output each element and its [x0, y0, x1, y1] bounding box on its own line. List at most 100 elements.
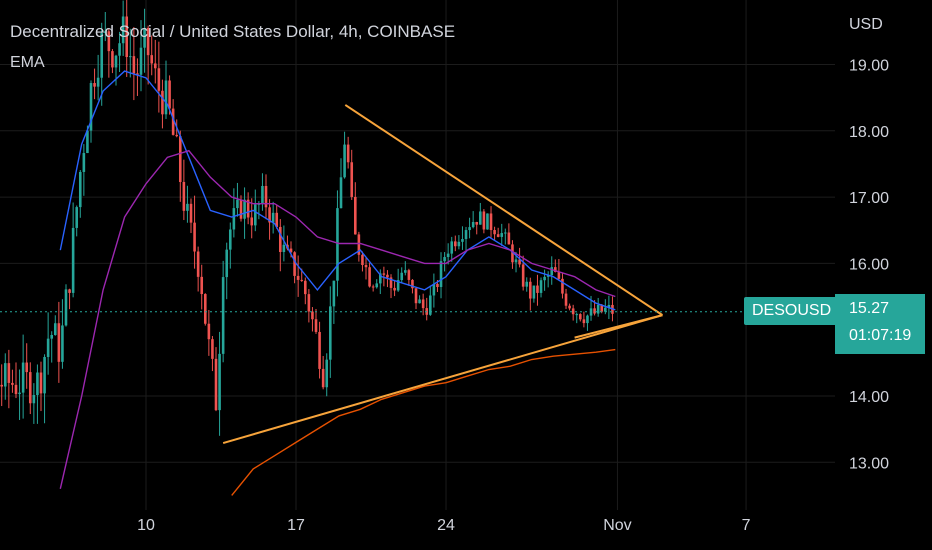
candle-body — [196, 251, 200, 277]
candle-body — [507, 232, 511, 245]
chart-title: Decentralized Social / United States Dol… — [10, 22, 456, 41]
candle-body — [450, 241, 454, 254]
trendline-support-upper — [574, 314, 663, 339]
candle-body — [32, 395, 36, 404]
candle-body — [261, 185, 264, 204]
price-tick-label: 14.00 — [849, 389, 889, 406]
candle-body — [353, 196, 357, 235]
candle-body — [236, 199, 239, 209]
candle-body — [575, 314, 579, 316]
time-tick-label: 24 — [437, 517, 455, 534]
candle-body — [14, 384, 18, 395]
candle-body — [139, 47, 143, 75]
last-price-value: 15.27 — [849, 300, 890, 317]
candle-body — [203, 294, 207, 324]
candle-body — [389, 277, 393, 288]
candle-body — [118, 43, 121, 56]
candle-body — [511, 244, 514, 263]
candle-body — [379, 273, 382, 284]
candle-body — [175, 134, 179, 137]
candle-body — [343, 144, 346, 178]
candle-body — [21, 362, 25, 393]
price-axis-unit: USD — [849, 16, 883, 33]
candle-body — [68, 289, 71, 293]
candle-body — [43, 356, 46, 394]
candle-body — [111, 51, 114, 68]
candle-body — [11, 382, 14, 385]
candle-body — [36, 372, 39, 396]
candle-body — [189, 203, 193, 223]
candle-body — [586, 315, 589, 324]
candle-body — [39, 372, 43, 394]
candle-body — [407, 270, 411, 280]
candle-body — [86, 130, 89, 154]
candle-body — [164, 80, 168, 115]
candle-body — [529, 281, 532, 299]
candle-body — [514, 259, 518, 263]
time-tick-label: Nov — [603, 517, 631, 534]
candle-body — [454, 241, 457, 247]
candle-body — [486, 213, 489, 230]
candle-body — [532, 285, 536, 299]
candle-body — [404, 270, 407, 273]
candle-body — [593, 308, 596, 314]
candle-body — [543, 276, 546, 281]
candle-body — [82, 153, 86, 172]
candle-body — [504, 232, 507, 234]
candle-body — [439, 261, 443, 287]
candle-body — [0, 384, 4, 387]
last-price-tag: 15.27 01:07:19 — [835, 294, 925, 354]
candle-body — [253, 204, 257, 226]
candle-body — [75, 207, 79, 228]
ema-slow-line — [231, 348, 616, 496]
candle-body — [328, 306, 332, 360]
candle-body — [307, 294, 311, 312]
candle-body — [525, 281, 529, 287]
candle-body — [178, 136, 182, 182]
candle-body — [28, 372, 32, 404]
candle-body — [318, 331, 321, 369]
candle-body — [96, 77, 100, 87]
candle-body — [193, 222, 196, 252]
price-tick-label: 17.00 — [849, 190, 889, 207]
candle-body — [289, 248, 293, 253]
candle-body — [386, 274, 389, 278]
candle-body — [53, 323, 57, 336]
candle-body — [157, 68, 161, 91]
candle-body — [275, 212, 279, 227]
trendline-support — [222, 314, 663, 445]
candle-body — [346, 144, 350, 163]
candle-body — [604, 307, 607, 312]
candle-body — [264, 185, 268, 208]
candle-body — [103, 31, 107, 33]
candle-body — [293, 252, 296, 276]
candle-body — [550, 267, 554, 276]
candle-body — [418, 299, 421, 304]
candle-body — [132, 56, 136, 74]
candle-body — [596, 304, 600, 314]
ema-fast-line — [59, 70, 616, 311]
candle-body — [50, 335, 54, 339]
candle-body — [539, 280, 543, 293]
candle-body — [325, 359, 329, 388]
candle-body — [161, 90, 164, 115]
candle-body — [243, 199, 246, 219]
indicator-label[interactable]: EMA — [10, 54, 45, 71]
bar-countdown: 01:07:19 — [849, 327, 912, 344]
candle-body — [350, 162, 354, 197]
time-tick-label: 10 — [137, 517, 155, 534]
candle-body — [493, 230, 496, 235]
candle-body — [57, 323, 61, 362]
candle-body — [464, 230, 468, 240]
candle-body — [182, 181, 186, 211]
candle-body — [107, 31, 111, 52]
candle-body — [546, 275, 550, 277]
candle-body — [207, 323, 211, 340]
ema-series — [59, 70, 616, 496]
candle-body — [339, 177, 343, 209]
trendline-group — [222, 104, 664, 445]
candle-body — [479, 211, 482, 225]
candle-body — [368, 267, 371, 287]
candle-body — [582, 319, 586, 324]
